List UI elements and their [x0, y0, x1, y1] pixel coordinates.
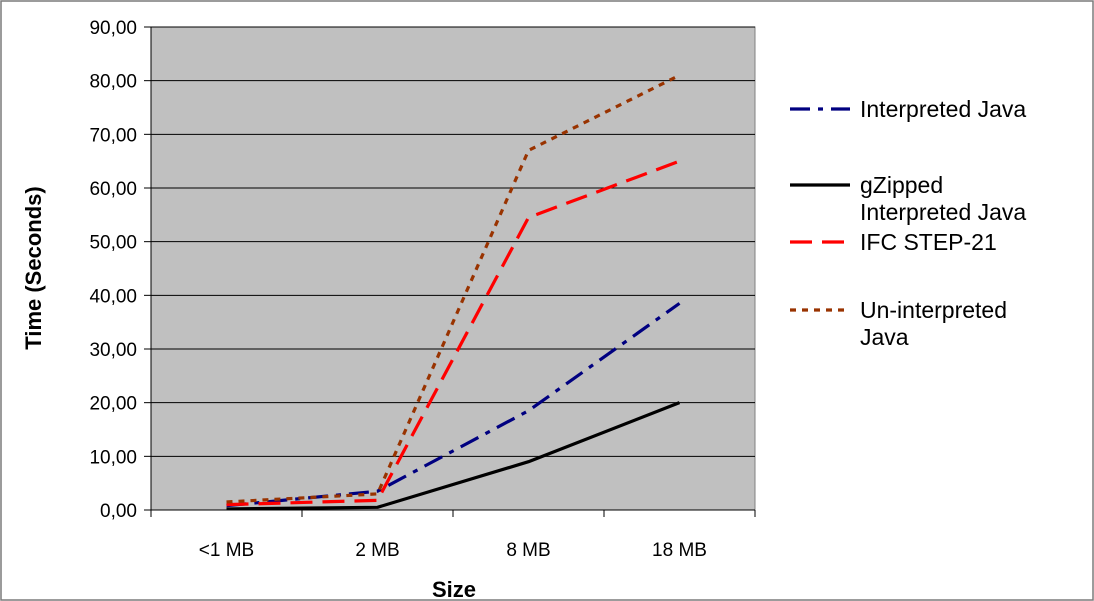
- gridlines: [151, 26, 755, 457]
- series-line: [226, 302, 681, 508]
- series-line: [226, 159, 681, 507]
- x-axis-title: Size: [432, 577, 476, 601]
- legend: Interpreted Java gZipped Interpreted Java I…: [790, 96, 1026, 350]
- series-line: [226, 401, 681, 511]
- y-tick-label: 40,00: [89, 286, 137, 307]
- legend-label: gZipped Interpreted Java: [860, 172, 1026, 225]
- y-tick-label: 0,00: [100, 501, 137, 522]
- axes: [144, 26, 756, 517]
- plot-area: [150, 26, 756, 511]
- x-tick-label: 18 MB: [652, 540, 707, 561]
- legend-label: Un-interpreted Java: [860, 297, 1007, 350]
- y-tick-label: 50,00: [89, 233, 137, 254]
- y-tick-label: 30,00: [89, 340, 137, 361]
- y-tick-label: 20,00: [89, 394, 137, 415]
- y-tick-label: 70,00: [89, 125, 137, 146]
- series-lines: [226, 73, 681, 511]
- legend-label: Interpreted Java: [860, 96, 1026, 122]
- x-tick-label: <1 MB: [199, 540, 254, 561]
- legend-label: IFC STEP-21: [860, 229, 997, 255]
- x-tick-label: 2 MB: [355, 540, 399, 561]
- series-line: [226, 73, 681, 504]
- y-tick-labels: 0,00 10,00 20,00 30,00 40,00 50,00 60,00 70,00 8…: [89, 18, 137, 522]
- y-tick-label: 80,00: [89, 72, 137, 93]
- y-tick-label: 60,00: [89, 179, 137, 200]
- x-tick-label: 8 MB: [506, 540, 550, 561]
- y-tick-label: 10,00: [89, 447, 137, 468]
- x-tick-labels: <1 MB 2 MB 8 MB 18 MB: [199, 540, 707, 561]
- y-tick-label: 90,00: [89, 18, 137, 39]
- y-axis-title: Time (Seconds): [21, 186, 46, 349]
